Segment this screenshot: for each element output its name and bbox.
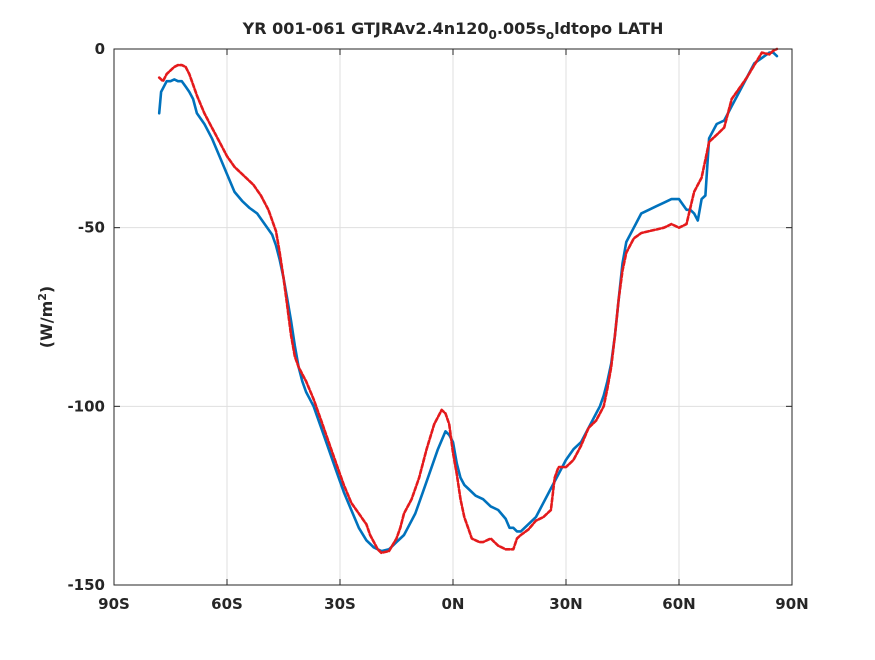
chart-title: YR 001-061 GTJRAv2.4n1200.005soldtopo LA… [242, 19, 664, 42]
y-axis-label-superscript: 2 [36, 293, 49, 301]
title-suffix: ldtopo LATH [554, 19, 663, 38]
title-subscript-2: o [546, 28, 554, 42]
series-line-1 [157, 51, 779, 553]
x-tick-label: 0N [442, 595, 465, 613]
series-line-2 [157, 47, 779, 555]
y-tick-label: -150 [67, 576, 105, 594]
y-tick-label: -50 [78, 219, 105, 237]
x-tick-label: 30N [549, 595, 582, 613]
y-tick-label: -100 [67, 397, 105, 415]
title-middle: .005s [497, 19, 546, 38]
y-axis-label-close: ) [37, 286, 56, 293]
x-tick-label: 90S [98, 595, 130, 613]
x-tick-label: 30S [324, 595, 356, 613]
x-tick-label: 60S [211, 595, 243, 613]
x-tick-label: 90N [775, 595, 808, 613]
y-axis-label: (W/m2) [36, 286, 56, 348]
y-axis-label-main: (W/m [37, 301, 56, 348]
y-tick-label: 0 [95, 40, 105, 58]
title-prefix: YR 001-061 GTJRAv2.4n120 [242, 19, 489, 38]
title-subscript-1: 0 [489, 28, 497, 42]
series-layer [157, 47, 779, 555]
tick-layer: 90S 60S 30S 0N 30N 60N 90N 0 -50 -100 -150 [67, 40, 808, 613]
x-tick-label: 60N [662, 595, 695, 613]
